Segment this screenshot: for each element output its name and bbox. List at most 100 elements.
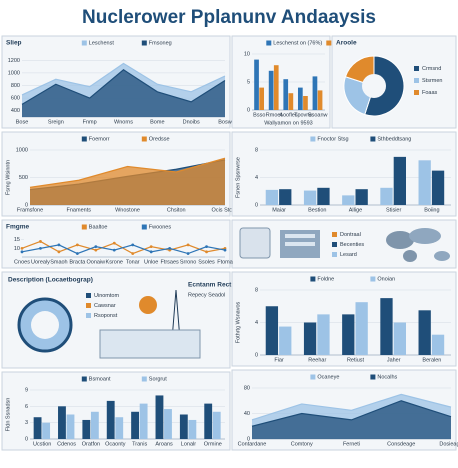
bar bbox=[188, 419, 197, 439]
legend-label: Nocalhs bbox=[377, 374, 397, 380]
legend-label: Foaas bbox=[422, 90, 438, 96]
y-tick-label: 800 bbox=[11, 83, 20, 89]
dashboard-text: Rsoponst bbox=[94, 313, 118, 319]
icon-area: Dontraal Becenties Lesard bbox=[231, 219, 457, 269]
legend-swatch bbox=[86, 303, 91, 308]
x-tick-label: Sreign bbox=[48, 119, 64, 125]
bar bbox=[155, 395, 164, 439]
point bbox=[223, 248, 227, 252]
x-tick-label: Bestion bbox=[308, 207, 326, 213]
bar bbox=[380, 298, 393, 355]
bar bbox=[82, 419, 91, 439]
x-tick-label: Ocis Stoge bbox=[212, 207, 239, 213]
legend-swatch bbox=[370, 374, 376, 380]
icon bbox=[139, 296, 157, 314]
legend-text: Becenties bbox=[340, 242, 364, 248]
point bbox=[57, 250, 61, 254]
x-tick-label: Unloe bbox=[144, 259, 158, 265]
bar bbox=[179, 414, 188, 439]
x-tick-label: Bsso bbox=[253, 112, 265, 118]
dashboard-title: Description (Locaetbograp) bbox=[8, 277, 93, 284]
x-tick-label: Bose bbox=[16, 119, 29, 125]
point bbox=[205, 245, 208, 249]
bar bbox=[273, 65, 279, 110]
y-tick-label: 8 bbox=[255, 287, 258, 293]
point bbox=[39, 240, 42, 243]
legend-swatch bbox=[141, 376, 147, 382]
bar bbox=[393, 322, 407, 355]
x-tick-label: Wnostone bbox=[115, 207, 140, 213]
legend-swatch bbox=[414, 78, 419, 83]
y-tick-label: 5 bbox=[247, 79, 250, 85]
x-tick-label: Ferneti bbox=[343, 441, 360, 447]
bar bbox=[139, 403, 148, 439]
x-tick-label: Wnorns bbox=[114, 119, 133, 125]
legend-label: Oredsse bbox=[149, 136, 170, 142]
map-shape bbox=[434, 251, 450, 261]
legend-swatch bbox=[81, 376, 87, 382]
bar bbox=[115, 417, 124, 439]
line bbox=[251, 400, 452, 427]
legend-text: Dontraal bbox=[340, 232, 361, 238]
y-tick-label: 0 bbox=[25, 202, 28, 208]
legend-label: Fmsoneg bbox=[149, 40, 172, 46]
point bbox=[186, 252, 190, 255]
bar bbox=[164, 409, 172, 439]
x-tick-label: Jaher bbox=[387, 357, 401, 363]
bar bbox=[265, 306, 279, 355]
legend-swatch bbox=[326, 40, 332, 46]
x-tick-label: Aoofles bbox=[279, 112, 298, 118]
bar bbox=[42, 422, 51, 439]
bar bbox=[288, 93, 294, 110]
legend-label: Foemorr bbox=[89, 136, 110, 142]
bar bbox=[254, 59, 259, 110]
line bbox=[21, 69, 226, 105]
y-tick-label: 80 bbox=[244, 385, 250, 391]
bar bbox=[317, 314, 330, 355]
legend-swatch bbox=[141, 136, 147, 142]
x-tick-label: Tranis bbox=[132, 441, 147, 447]
legend-swatch bbox=[332, 232, 337, 237]
chart-title: Sliep bbox=[6, 40, 22, 47]
legend-label: Bsmoant bbox=[89, 376, 111, 382]
icon bbox=[239, 227, 271, 259]
point bbox=[94, 248, 98, 252]
line bbox=[251, 393, 452, 421]
point bbox=[20, 250, 24, 254]
point bbox=[186, 243, 190, 247]
bar bbox=[418, 160, 431, 205]
y-tick-label: 9 bbox=[25, 387, 28, 393]
bar bbox=[342, 195, 355, 205]
legend-text: Lesard bbox=[340, 252, 357, 258]
y-tick-label: 10 bbox=[244, 51, 250, 57]
map-shape bbox=[409, 228, 441, 244]
bar bbox=[279, 189, 292, 205]
point bbox=[75, 252, 79, 255]
x-tick-label: Ksrone bbox=[106, 259, 123, 265]
legend-label: Ocaneye bbox=[317, 374, 339, 380]
bar bbox=[265, 189, 279, 205]
y-tick-label: 8 bbox=[255, 147, 258, 153]
dashboard-text: Uinomtom bbox=[94, 293, 119, 299]
legend-swatch bbox=[414, 90, 419, 95]
y-tick-label: 15 bbox=[14, 237, 20, 243]
x-tick-label: Consdeage bbox=[387, 441, 415, 447]
x-tick-label: Rmoet bbox=[266, 112, 283, 118]
x-tick-label: Aroans bbox=[155, 441, 173, 447]
x-tick-label: Bosw bbox=[218, 119, 231, 125]
bar bbox=[342, 314, 355, 355]
bar bbox=[33, 417, 42, 439]
legend-label: Sthbeddtsang bbox=[377, 136, 411, 142]
y-tick-label: 40 bbox=[244, 411, 250, 417]
chart-title: Aroole bbox=[336, 40, 357, 47]
bar bbox=[268, 70, 274, 110]
y-axis-label: Fldn Ssnadsn bbox=[5, 398, 11, 432]
x-tick-label: Comtony bbox=[291, 441, 313, 447]
line bbox=[21, 244, 226, 255]
legend-swatch bbox=[370, 276, 376, 282]
legend-swatch bbox=[310, 136, 316, 142]
dashboard: Description (Locaetbograp) Uinomtom Caws… bbox=[1, 271, 238, 369]
x-tick-label: Chsiton bbox=[167, 207, 186, 213]
x-tick-label: Uorealy bbox=[31, 259, 50, 265]
